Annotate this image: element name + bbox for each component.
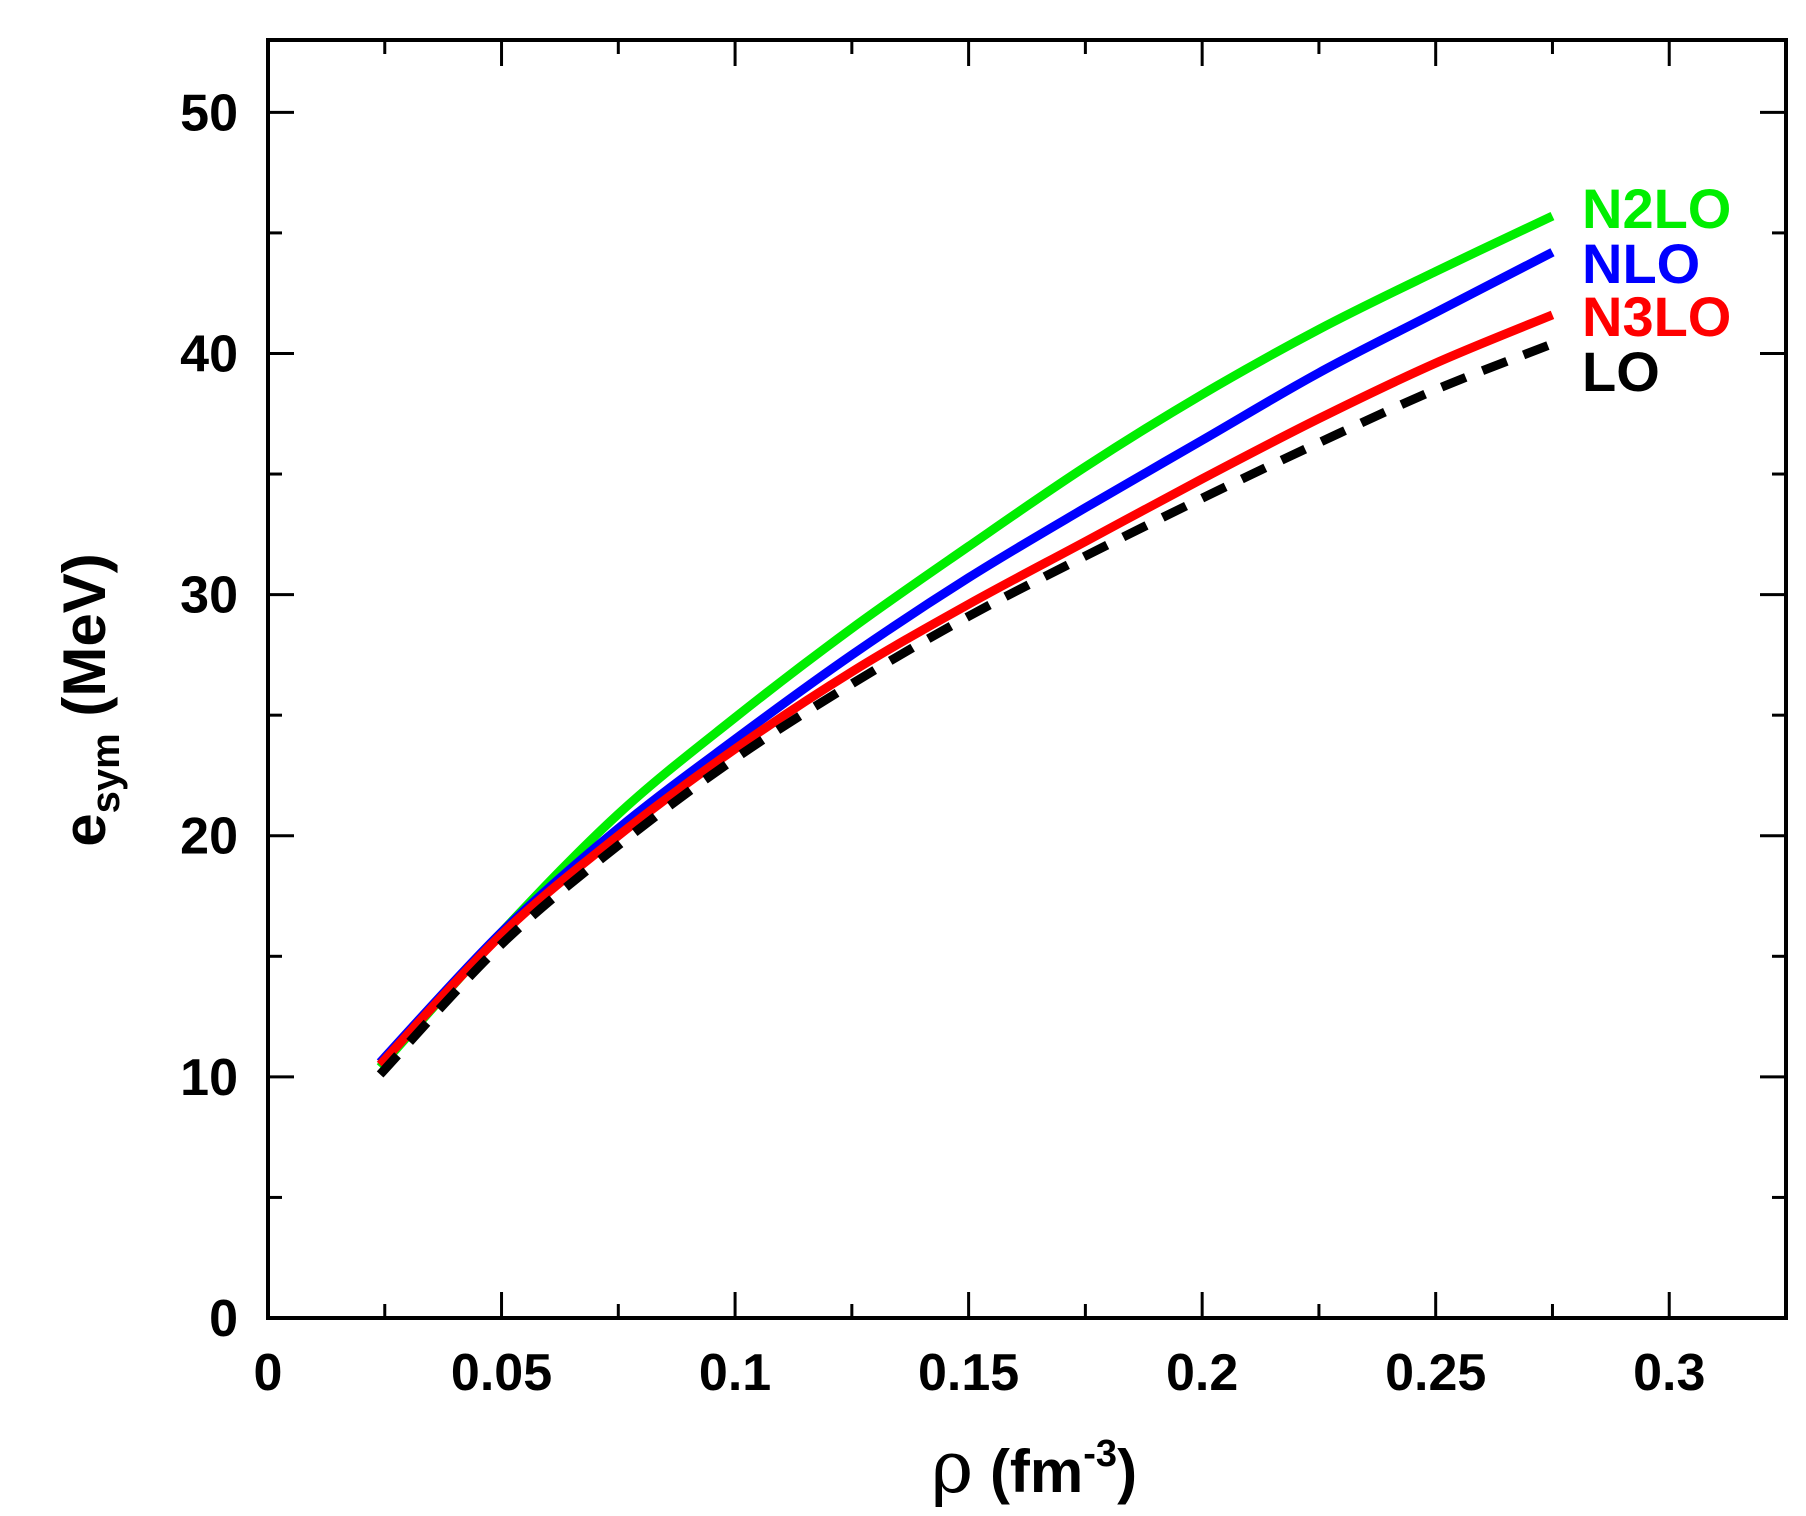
x-tick-label: 0.2: [1166, 1344, 1238, 1402]
x-tick-label: 0.25: [1385, 1344, 1486, 1402]
y-tick-label: 40: [180, 325, 238, 383]
x-axis-title-open: (fm: [973, 1438, 1083, 1505]
x-axis-title: ρ (fm-3): [931, 1425, 1137, 1509]
y-axis-title-main: e: [51, 813, 118, 846]
x-axis-title-sup: -3: [1083, 1433, 1117, 1475]
x-tick-label: 0.15: [918, 1344, 1019, 1402]
x-tick-label: 0.3: [1633, 1344, 1705, 1402]
y-tick-label: 30: [180, 567, 238, 625]
x-tick-label: 0.05: [451, 1344, 552, 1402]
series-label-nlo: NLO: [1582, 232, 1700, 295]
y-axis-title: esym (MeV): [51, 553, 128, 846]
y-tick-label: 50: [180, 84, 238, 142]
x-tick-label: 0: [254, 1344, 283, 1402]
y-axis-title-sub: sym: [84, 733, 128, 813]
y-tick-label: 0: [209, 1290, 238, 1348]
y-axis-title-unit: (MeV): [51, 553, 118, 733]
y-tick-label: 20: [180, 808, 238, 866]
tick-labels: 0 0.05 0.1 0.15 0.2 0.25 0.3 0 10 20 30 40 50: [180, 84, 1705, 1402]
plot-frame: [266, 38, 1788, 1320]
y-tick-label: 10: [180, 1049, 238, 1107]
series-label-n2lo: N2LO: [1582, 177, 1731, 240]
series-label-lo: LO: [1582, 340, 1660, 403]
x-axis-title-close: ): [1117, 1438, 1137, 1505]
series-line-nlo: [376, 248, 1555, 1066]
x-axis-title-symbol: ρ: [931, 1425, 973, 1509]
series-line-lo: [376, 339, 1555, 1078]
series-lines: [376, 211, 1555, 1078]
x-tick-label: 0.1: [699, 1344, 771, 1402]
series-line-n2lo: [376, 211, 1555, 1071]
axis-ticks: [266, 40, 1788, 1320]
series-line-n3lo: [376, 310, 1555, 1068]
series-label-n3lo: N3LO: [1582, 285, 1731, 348]
